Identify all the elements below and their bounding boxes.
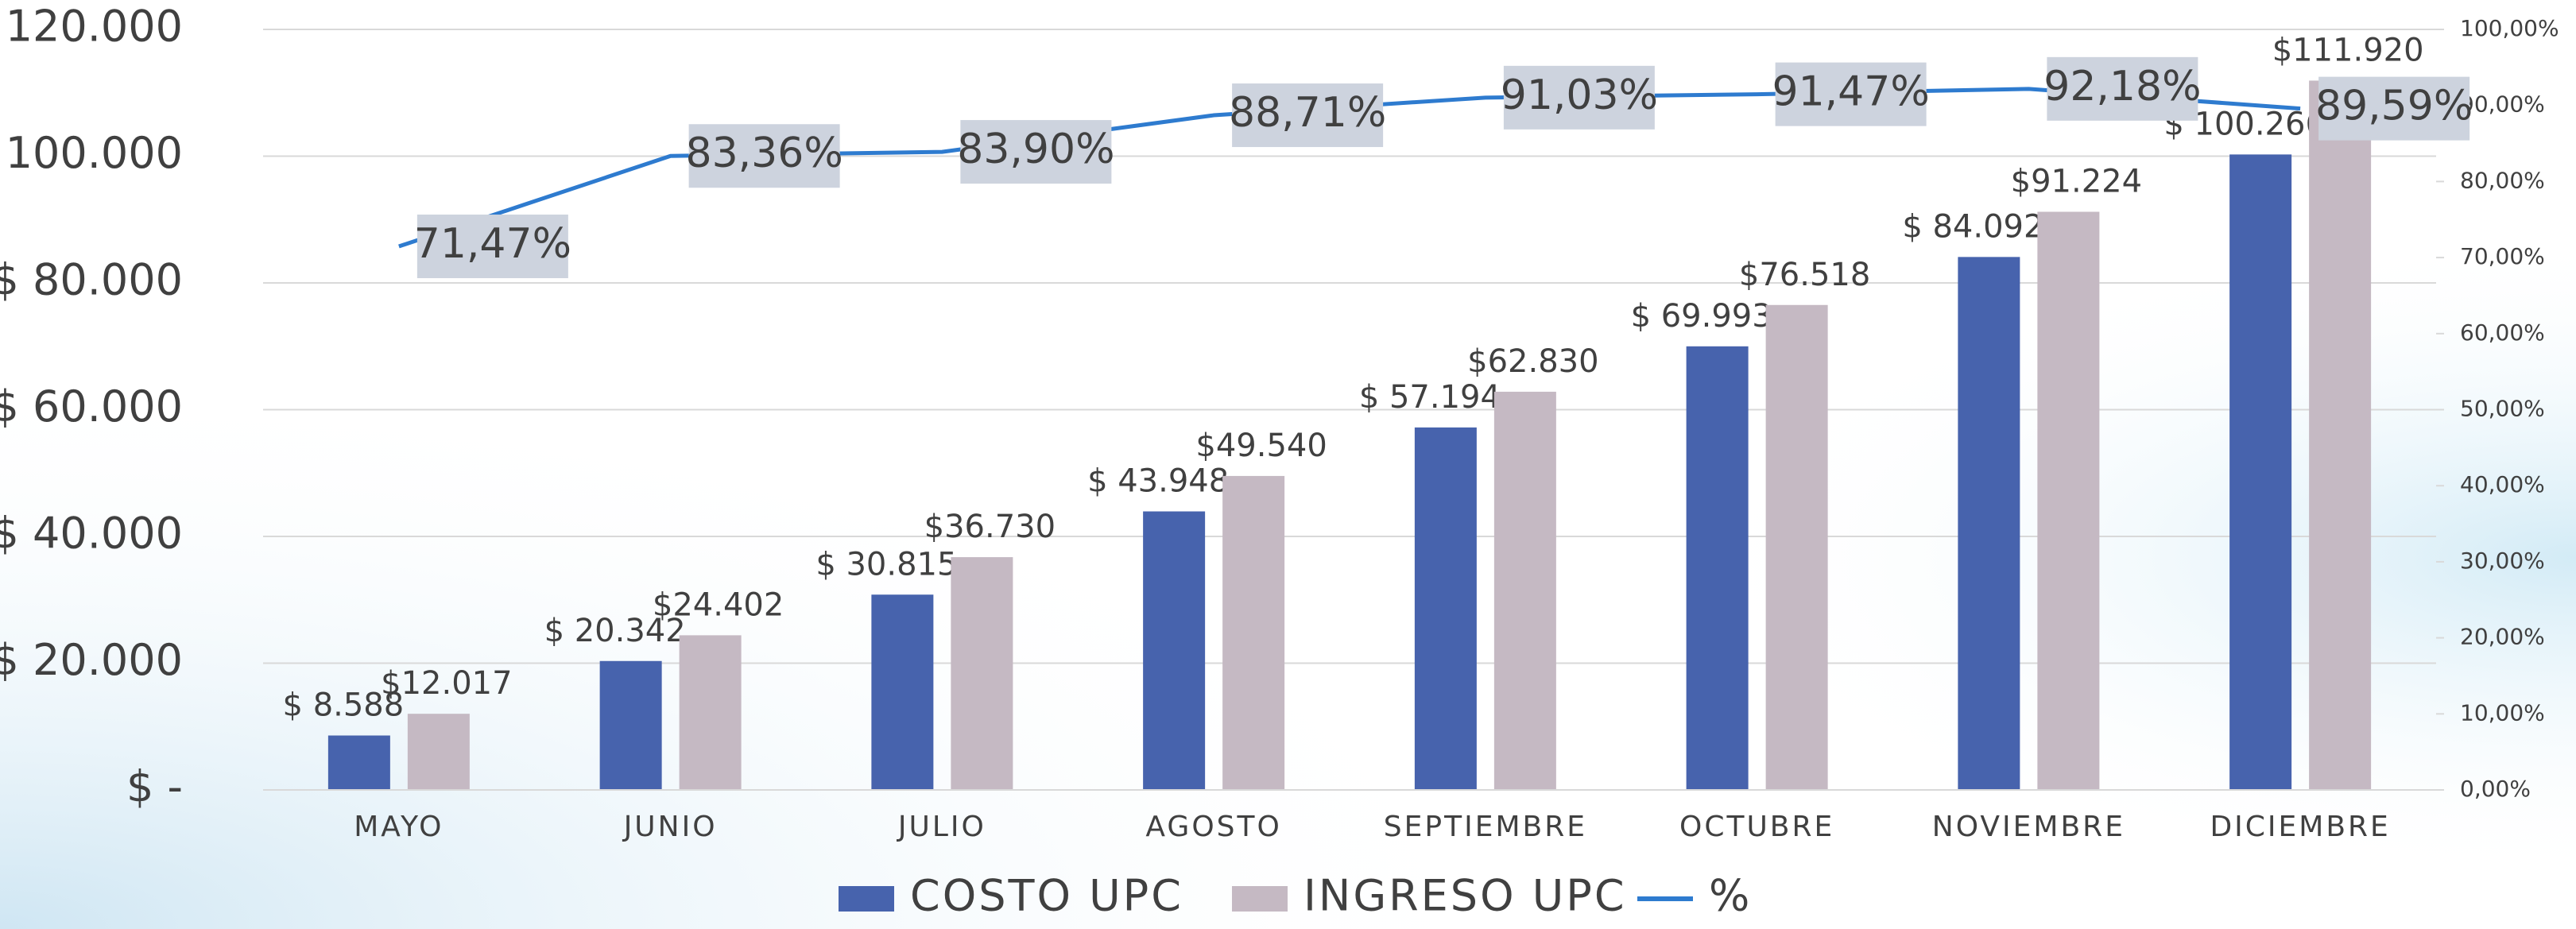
data-label-box xyxy=(1232,83,1384,148)
y-tick-label: $ - xyxy=(126,762,183,812)
data-label-box xyxy=(416,215,568,279)
data-label: $76.518 xyxy=(1739,257,1870,293)
data-label: $36.730 xyxy=(924,509,1056,545)
x-tick-label: SEPTIEMBRE xyxy=(1384,811,1587,843)
bar xyxy=(2037,211,2100,790)
x-tick-label: AGOSTO xyxy=(1145,811,1281,843)
y-tick-label: $ 100.000 xyxy=(0,128,183,178)
data-label: 91,47% xyxy=(1772,68,1929,116)
y2-tick-label: 10,00% xyxy=(2460,699,2545,726)
y2-tick-label: 100,00% xyxy=(2460,15,2559,41)
data-label-box xyxy=(960,120,1112,184)
data-label: $62.830 xyxy=(1467,343,1598,380)
data-label: 71,47% xyxy=(414,220,571,268)
legend-label: % xyxy=(1709,871,1752,921)
x-tick-label: NOVIEMBRE xyxy=(1932,811,2125,843)
y2-tick-label: 0,00% xyxy=(2460,776,2531,802)
data-label-box xyxy=(1503,65,1655,130)
bar xyxy=(2229,154,2292,790)
y-tick-label: $ 80.000 xyxy=(0,255,183,305)
bar xyxy=(951,557,1013,790)
data-label: 91,03% xyxy=(1501,72,1658,119)
data-label: $91.224 xyxy=(2011,163,2142,199)
bar xyxy=(1765,304,1828,791)
data-label: $24.402 xyxy=(653,586,784,623)
x-tick-label: OCTUBRE xyxy=(1679,811,1834,843)
bar xyxy=(2309,80,2372,791)
data-label: 83,36% xyxy=(685,130,843,177)
x-tick-label: MAYO xyxy=(354,811,444,843)
legend-swatch xyxy=(1232,886,1288,912)
y2-tick-label: 90,00% xyxy=(2460,91,2545,118)
bar xyxy=(1143,511,1206,790)
y2-tick-label: 40,00% xyxy=(2460,471,2545,497)
legend-label: COSTO UPC xyxy=(910,871,1183,921)
data-label: $12.017 xyxy=(381,665,512,702)
x-tick-label: JUNIO xyxy=(622,811,718,843)
y-tick-label: $ 40.000 xyxy=(0,509,183,559)
bar xyxy=(1493,391,1556,790)
data-label: $ 43.948 xyxy=(1087,463,1229,500)
data-label: $ 8.588 xyxy=(283,687,405,724)
y-tick-label: $ 120.000 xyxy=(0,2,183,52)
data-label: $ 69.993 xyxy=(1631,298,1772,335)
data-label: 88,71% xyxy=(1229,89,1386,137)
legend-swatch xyxy=(839,886,894,912)
data-label: 89,59% xyxy=(2315,83,2473,130)
data-label: $49.540 xyxy=(1195,428,1327,464)
data-label: 83,90% xyxy=(957,126,1114,173)
bar xyxy=(327,735,390,790)
bar xyxy=(1414,427,1477,790)
y-tick-label: $ 60.000 xyxy=(0,381,183,432)
legend-label: INGRESO UPC xyxy=(1303,871,1627,921)
data-label-box xyxy=(688,124,840,188)
data-label: $111.920 xyxy=(2272,32,2424,68)
data-label: $ 84.092 xyxy=(1902,208,2043,245)
y2-tick-label: 20,00% xyxy=(2460,624,2545,650)
bar xyxy=(871,594,934,790)
y2-tick-label: 70,00% xyxy=(2460,243,2545,269)
y2-tick-label: 30,00% xyxy=(2460,548,2545,574)
x-tick-label: DICIEMBRE xyxy=(2210,811,2390,843)
bar xyxy=(599,660,662,790)
bar xyxy=(679,635,742,790)
data-label: $ 57.194 xyxy=(1359,379,1501,416)
y2-tick-label: 50,00% xyxy=(2460,396,2545,422)
y-tick-label: $ 20.000 xyxy=(0,635,183,685)
bar xyxy=(1222,475,1285,790)
data-label-box xyxy=(1775,62,1927,126)
y2-tick-label: 60,00% xyxy=(2460,319,2545,346)
data-label: 92,18% xyxy=(2043,63,2201,110)
y2-tick-label: 80,00% xyxy=(2460,167,2545,193)
data-label-box xyxy=(2047,56,2198,121)
bar xyxy=(1958,257,2020,790)
bar xyxy=(1686,346,1749,791)
data-label-box xyxy=(2318,76,2470,141)
bar xyxy=(407,714,470,790)
data-label: $ 30.815 xyxy=(815,546,957,583)
x-tick-label: JULIO xyxy=(897,811,986,843)
data-label: $ 20.342 xyxy=(544,613,686,649)
